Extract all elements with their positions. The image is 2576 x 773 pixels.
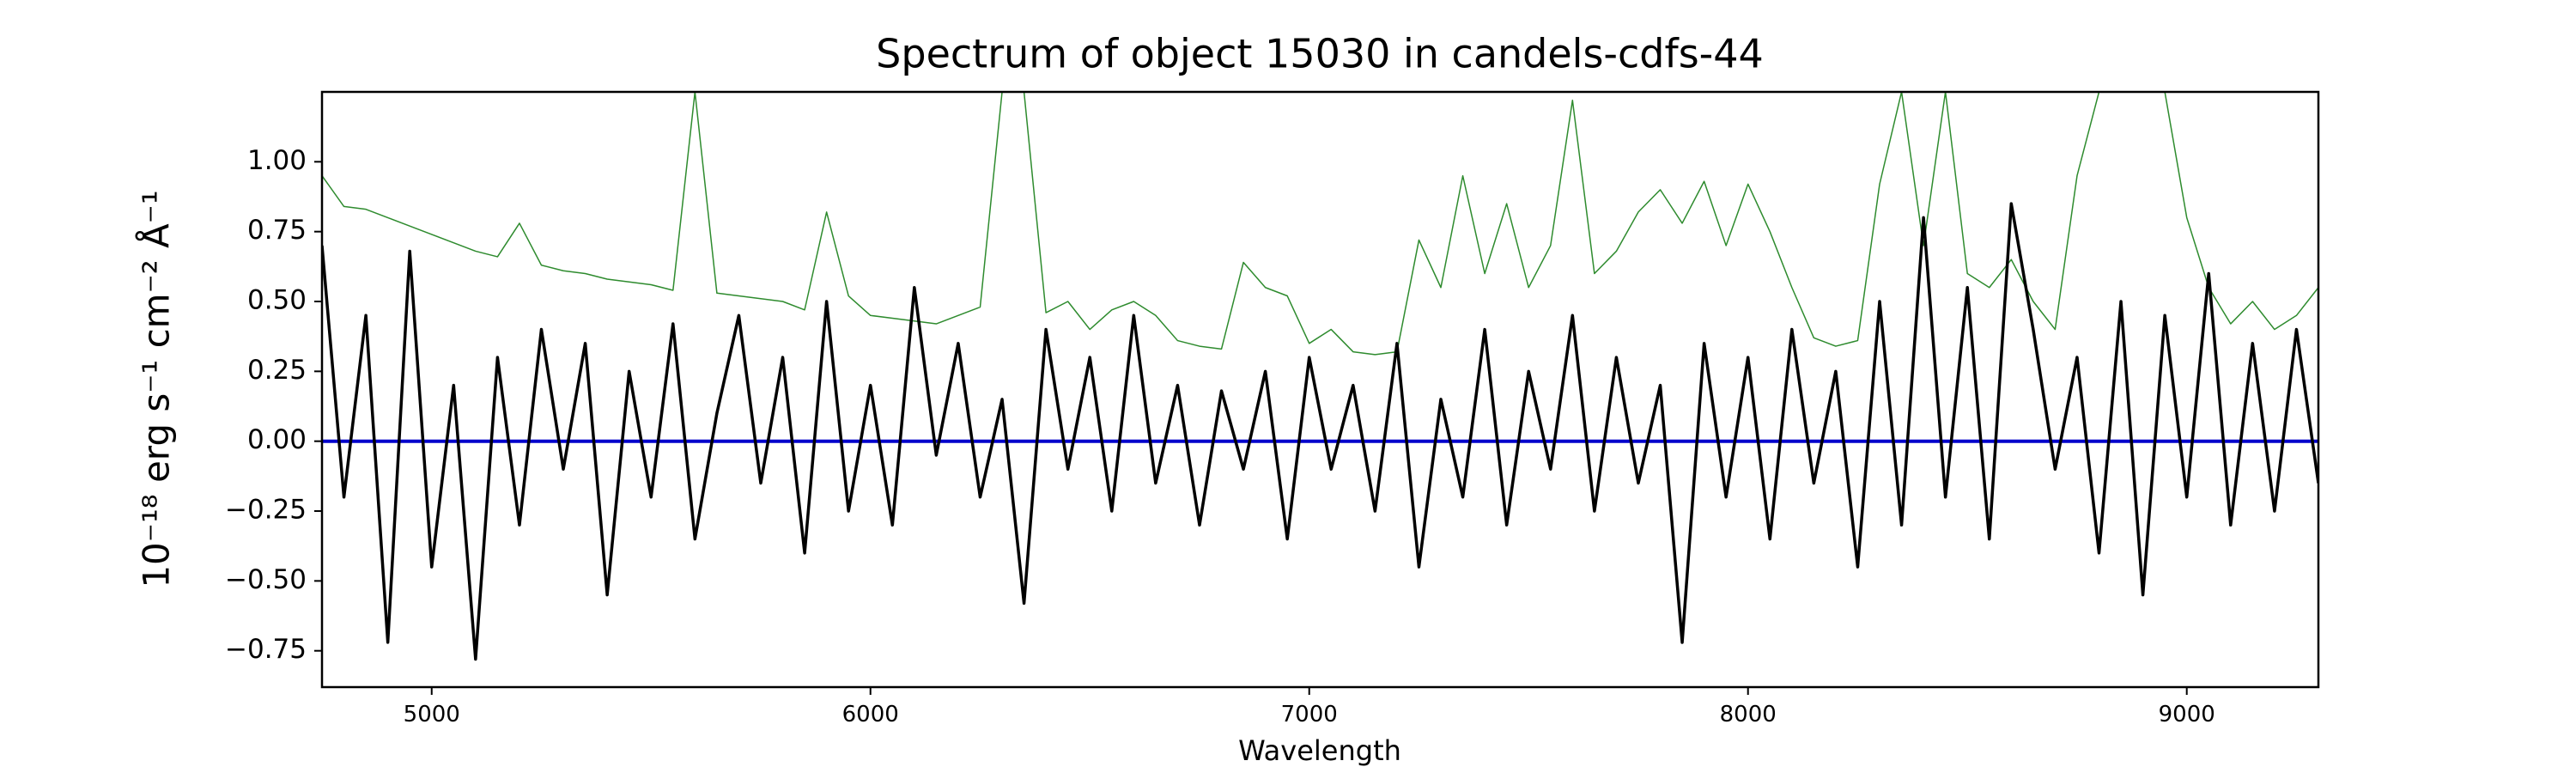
y-tick-label: 0.50 <box>247 285 307 316</box>
plot-area <box>322 92 2318 661</box>
x-tick-label: 5000 <box>404 702 460 727</box>
spectrum-line <box>322 202 2318 661</box>
y-tick-label: −0.50 <box>225 564 307 595</box>
x-tick-label: 7000 <box>1281 702 1338 727</box>
x-axis-label: Wavelength <box>1238 734 1401 767</box>
y-tick-label: 0.25 <box>247 355 307 386</box>
y-axis-label: 10⁻¹⁸ erg s⁻¹ cm⁻² Å⁻¹ <box>135 190 178 587</box>
chart-title: Spectrum of object 15030 in candels-cdfs… <box>876 31 1764 77</box>
spectrum-line <box>322 92 2318 356</box>
y-tick-label: 0.75 <box>247 215 307 246</box>
x-tick-label: 9000 <box>2159 702 2215 727</box>
y-tick-label: −0.75 <box>225 634 307 665</box>
x-tick-label: 8000 <box>1720 702 1777 727</box>
y-tick-label: 1.00 <box>247 145 307 176</box>
y-tick-label: 0.00 <box>247 424 307 455</box>
y-tick-label: −0.25 <box>225 495 307 526</box>
axes-frame <box>320 90 2320 689</box>
x-tick-label: 6000 <box>842 702 899 727</box>
